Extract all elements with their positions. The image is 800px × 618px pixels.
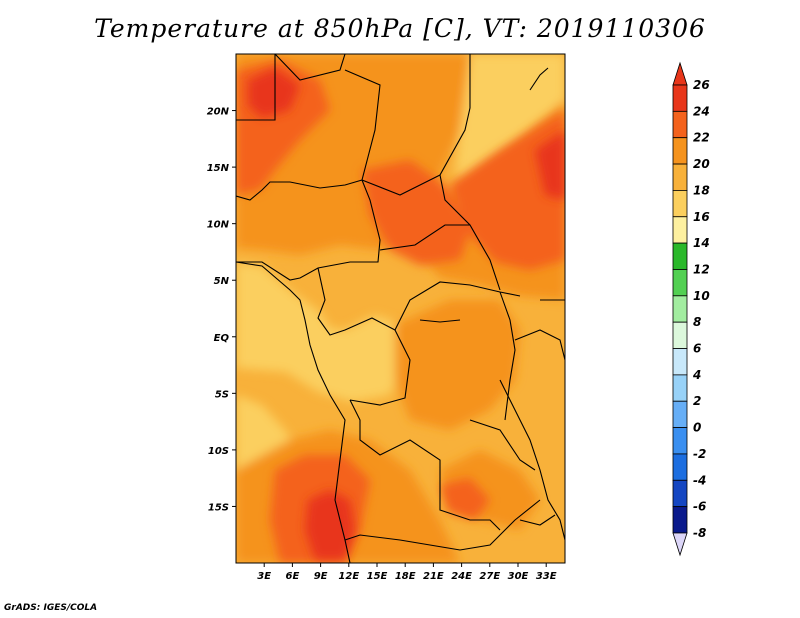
colorbar-swatch	[672, 137, 688, 165]
colorbar-swatch	[672, 400, 688, 428]
colorbar-label: 24	[693, 104, 710, 118]
lon-tick-label: 3E	[257, 571, 271, 582]
lon-tick-label: 27E	[479, 571, 500, 582]
lon-tick-label: 12E	[338, 571, 359, 582]
lon-tick-label: 30E	[508, 571, 529, 582]
field-zone-24	[305, 490, 355, 560]
colorbar-label: 6	[693, 342, 701, 356]
lat-tick-label: 10N	[207, 220, 230, 231]
lat-tick-label: 20N	[207, 107, 230, 118]
colorbar-swatch	[672, 374, 688, 402]
lon-tick-label: 21E	[423, 571, 444, 582]
axis-ticks: 3E 6E 9E 12E 15E 18E 21E 24E 27E 30E 33E 20N 15N 10N 5…	[207, 107, 557, 582]
field-zone-22-se	[440, 478, 490, 520]
lon-tick-label: 6E	[286, 571, 300, 582]
colorbar-swatch	[672, 348, 688, 376]
colorbar-label: 14	[693, 236, 710, 250]
field-zone-22-chad	[362, 160, 470, 265]
country-borders	[236, 54, 565, 563]
colorbar-label: -4	[693, 473, 706, 487]
colorbar-swatch	[672, 427, 688, 455]
field-zone-24-east	[535, 130, 565, 200]
colorbar-label: -2	[693, 447, 706, 461]
colorbar-swatch	[672, 110, 688, 139]
lat-tick-label: 5S	[215, 389, 229, 400]
lat-tick-label: 15N	[207, 163, 230, 174]
colorbar-label: -8	[693, 526, 706, 540]
lon-tick-label: 15E	[367, 571, 388, 582]
colorbar-label: 4	[692, 368, 701, 382]
plot-area	[236, 54, 565, 563]
colorbar-swatch	[672, 295, 688, 323]
colorbar-top-arrow	[672, 61, 688, 86]
colorbar-label: 0	[693, 421, 701, 435]
colorbar-bottom-arrow	[672, 532, 688, 557]
colorbar-swatch	[672, 453, 688, 481]
colorbar-swatch	[672, 269, 688, 297]
lat-tick-label: EQ	[214, 333, 230, 344]
colorbar-swatch	[672, 190, 688, 218]
lat-tick-label: 10S	[208, 446, 229, 457]
colorbar-swatch	[672, 242, 688, 270]
colorbar-label: 2	[693, 394, 701, 408]
colorbar-label: 22	[693, 131, 710, 145]
field-zone-16	[236, 262, 405, 402]
colorbar-swatch	[672, 163, 688, 191]
lat-tick-label: 5N	[214, 276, 230, 287]
colorbar-label: -6	[693, 500, 706, 514]
field-zone-20-center	[395, 300, 520, 430]
lat-tick-label: 15S	[208, 502, 229, 513]
colorbar-label: 18	[693, 183, 710, 197]
colorbar-swatch	[672, 506, 688, 534]
colorbar-label: 16	[693, 210, 710, 224]
grads-credit: GrADS: IGES/COLA	[4, 603, 98, 613]
colorbar-label: 10	[693, 289, 710, 303]
colorbar-swatch	[672, 216, 688, 244]
colorbar-label: 12	[693, 262, 710, 276]
colorbar-swatch	[672, 479, 688, 508]
colorbar-label: 20	[693, 157, 710, 171]
colorbar-swatch	[672, 321, 688, 349]
lon-tick-label: 33E	[536, 571, 557, 582]
chart-title: Temperature at 850hPa [C], VT: 201911030…	[94, 14, 706, 43]
lon-tick-label: 18E	[395, 571, 416, 582]
field-zone-24-north	[248, 68, 300, 118]
lon-tick-label: 24E	[451, 571, 472, 582]
colorbar-swatch	[672, 84, 688, 112]
plot-border	[235, 53, 566, 564]
lon-tick-label: 9E	[314, 571, 328, 582]
field-zone-16c	[455, 54, 565, 180]
colorbar-label: 26	[693, 78, 710, 92]
colorbar-label: 8	[693, 315, 701, 329]
